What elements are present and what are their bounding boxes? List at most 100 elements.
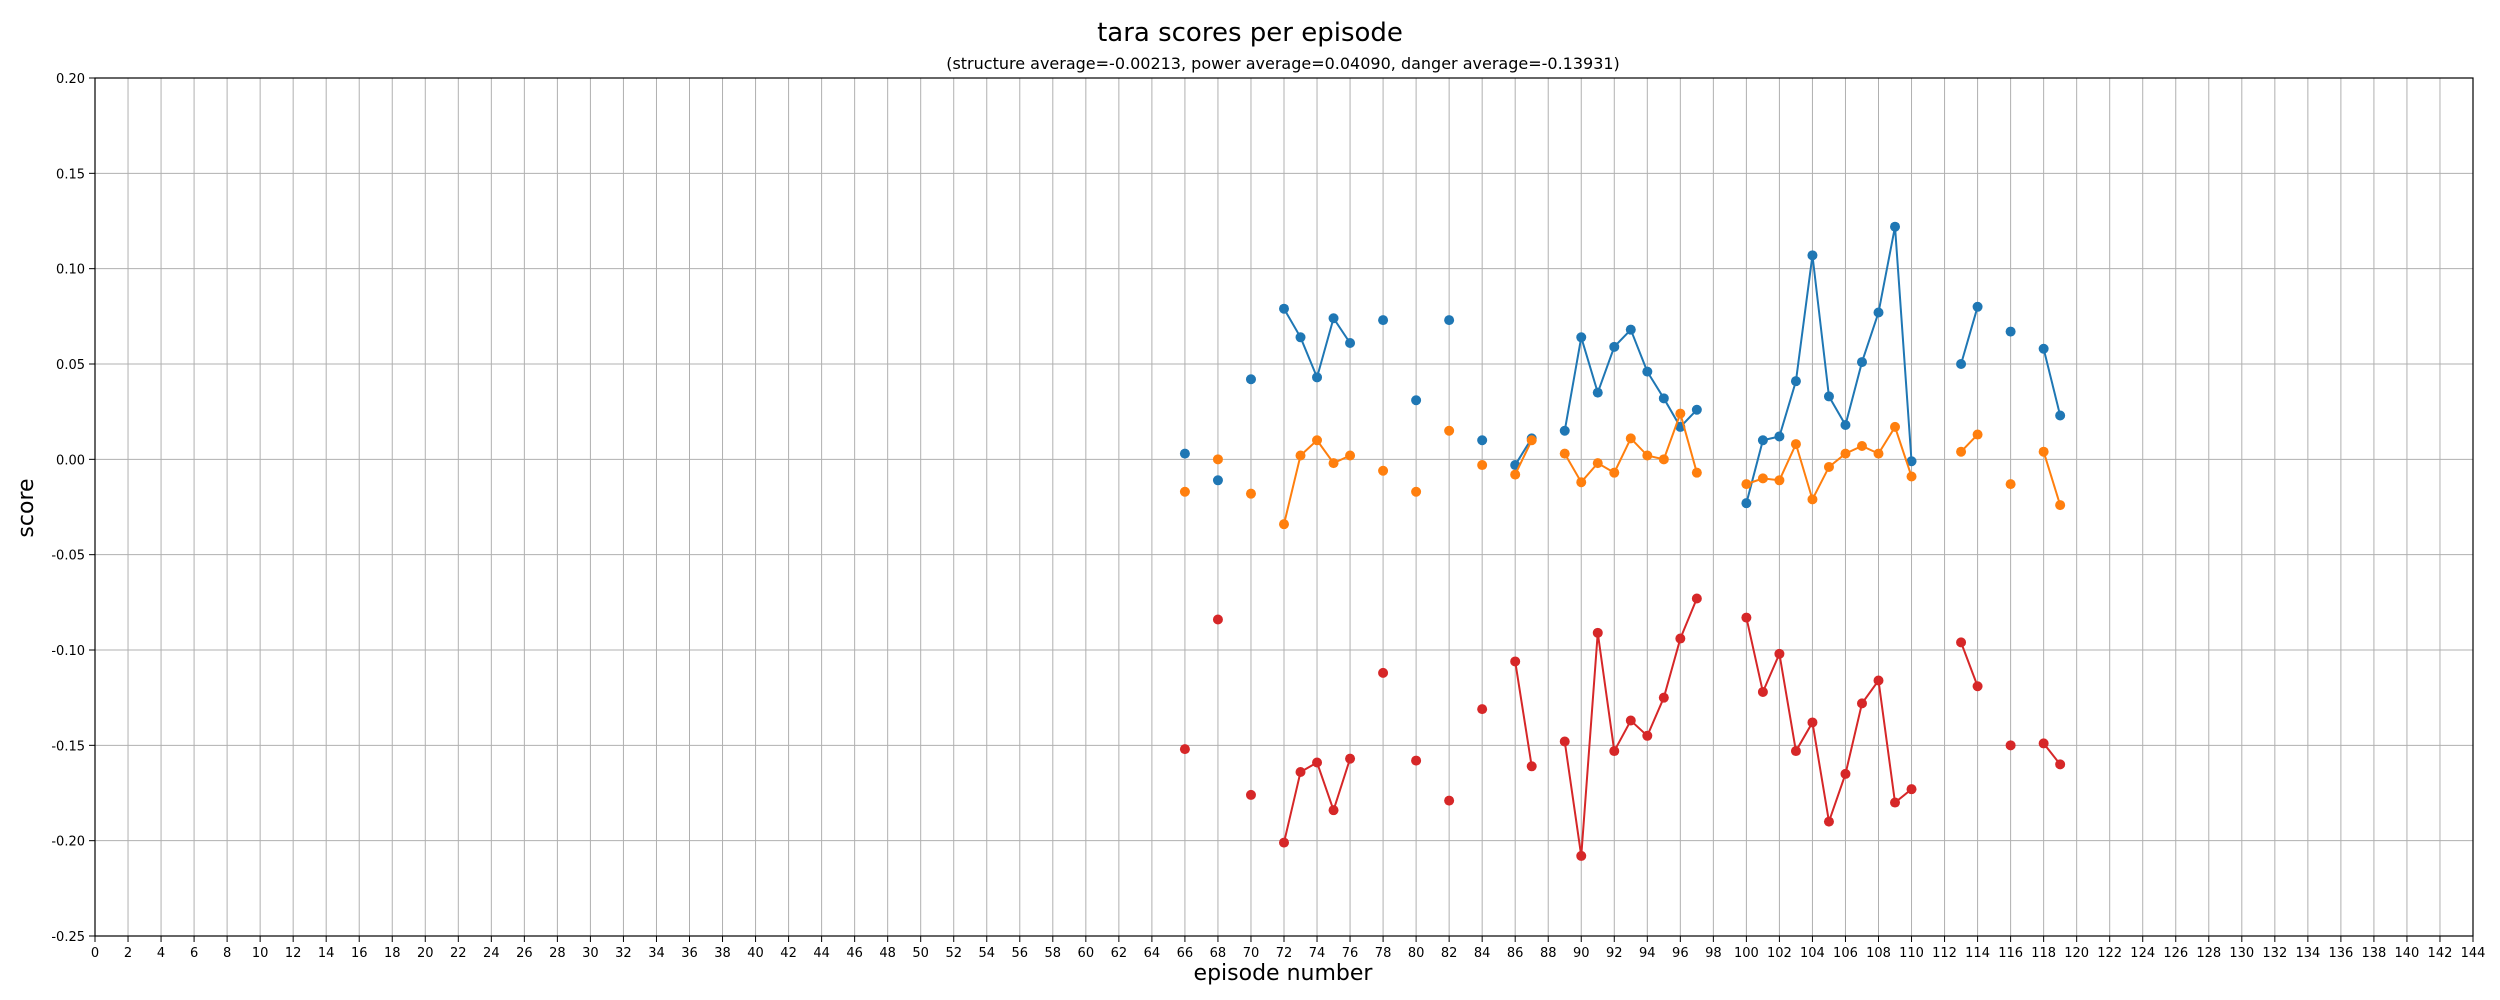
data-point — [1559, 736, 1570, 747]
y-axis-label: score — [14, 478, 39, 537]
data-point — [1774, 648, 1785, 659]
data-point — [1328, 458, 1339, 469]
series-line — [2042, 451, 2062, 506]
data-point — [1658, 692, 1669, 703]
series-layer — [1179, 221, 2066, 861]
x-tick-label: 4 — [157, 946, 165, 961]
data-point — [1279, 519, 1289, 530]
series-line — [1563, 410, 1698, 484]
x-axis-ticks: 0 2 4 6 8 10 12 14 16 18 20 22 24 26 28 30 32 34 36 38 40 42 4… — [91, 936, 2486, 961]
data-point — [1411, 395, 1422, 406]
x-tick-label: 130 — [2229, 946, 2254, 961]
data-point — [1741, 612, 1752, 623]
x-tick-label: 88 — [1540, 946, 1557, 961]
x-tick-label: 48 — [879, 946, 896, 961]
series-line — [2042, 348, 2062, 416]
x-tick-label: 86 — [1507, 946, 1524, 961]
x-tick-label: 96 — [1672, 946, 1689, 961]
y-tick-label: 0.10 — [56, 263, 85, 278]
x-tick-label: 26 — [516, 946, 533, 961]
x-tick-label: 82 — [1441, 946, 1458, 961]
x-tick-label: 18 — [384, 946, 401, 961]
data-point — [1823, 816, 1834, 827]
data-point — [1477, 460, 1488, 471]
x-tick-label: 12 — [285, 946, 302, 961]
data-point — [1675, 633, 1686, 644]
data-point — [1444, 425, 1455, 436]
x-tick-label: 14 — [318, 946, 335, 961]
x-tick-label: 30 — [582, 946, 599, 961]
x-tick-label: 58 — [1045, 946, 1062, 961]
data-point — [1906, 784, 1917, 795]
x-tick-label: 44 — [813, 946, 830, 961]
y-tick-label: -0.10 — [51, 644, 85, 659]
x-tick-label: 46 — [846, 946, 863, 961]
x-tick-label: 78 — [1375, 946, 1392, 961]
x-tick-label: 68 — [1210, 946, 1227, 961]
series-line — [1960, 306, 1979, 365]
data-point — [1279, 303, 1289, 314]
data-point — [1592, 387, 1603, 398]
x-tick-label: 64 — [1144, 946, 1161, 961]
data-point — [1592, 627, 1603, 638]
x-tick-label: 114 — [1965, 946, 1990, 961]
data-point — [1245, 488, 1256, 499]
data-point — [1840, 768, 1851, 779]
data-point — [1411, 755, 1422, 766]
data-point — [2055, 500, 2066, 511]
data-point — [1245, 789, 1256, 800]
data-point — [1295, 332, 1306, 343]
data-point — [1295, 767, 1306, 778]
data-point — [1279, 837, 1289, 848]
data-point — [2055, 410, 2066, 421]
x-tick-label: 138 — [2362, 946, 2387, 961]
data-point — [1295, 450, 1306, 461]
data-point — [1444, 795, 1455, 806]
data-point — [1774, 431, 1785, 442]
data-point — [1378, 315, 1389, 326]
data-point — [1757, 435, 1768, 446]
data-point — [1345, 753, 1356, 764]
data-point — [2055, 759, 2066, 770]
x-tick-label: 0 — [91, 946, 99, 961]
x-tick-label: 136 — [2328, 946, 2353, 961]
x-tick-label: 80 — [1408, 946, 1425, 961]
data-point — [1790, 376, 1801, 387]
data-point — [1559, 448, 1570, 459]
data-point — [1212, 614, 1223, 625]
x-tick-label: 144 — [2461, 946, 2486, 961]
data-point — [1691, 467, 1702, 478]
y-tick-label: -0.25 — [51, 930, 85, 945]
data-point — [1906, 456, 1917, 467]
data-point — [2005, 479, 2016, 490]
x-tick-label: 8 — [223, 946, 231, 961]
y-tick-label: 0.05 — [56, 358, 85, 373]
series-line — [1960, 642, 1979, 687]
x-axis-label: episode number — [1194, 961, 1374, 986]
data-point — [1807, 250, 1818, 261]
data-point — [1378, 465, 1389, 476]
data-point — [1345, 450, 1356, 461]
data-point — [1592, 458, 1603, 469]
data-point — [1856, 698, 1867, 709]
x-tick-label: 38 — [714, 946, 731, 961]
series-line — [1514, 661, 1533, 767]
y-tick-label: -0.20 — [51, 835, 85, 850]
data-point — [1856, 357, 1867, 368]
data-point — [1956, 446, 1967, 457]
x-tick-label: 28 — [549, 946, 566, 961]
y-tick-label: 0.00 — [56, 453, 85, 468]
grid-layer — [94, 77, 2474, 937]
x-tick-label: 76 — [1342, 946, 1359, 961]
data-point — [1790, 439, 1801, 450]
data-point — [1642, 730, 1653, 741]
data-point — [1212, 454, 1223, 465]
data-point — [1642, 450, 1653, 461]
series-2 — [1179, 593, 2066, 861]
data-point — [1642, 366, 1653, 377]
x-tick-label: 2 — [124, 946, 132, 961]
chart-title: tara scores per episode — [1097, 18, 1403, 48]
x-tick-label: 62 — [1111, 946, 1128, 961]
data-point — [2038, 343, 2049, 354]
